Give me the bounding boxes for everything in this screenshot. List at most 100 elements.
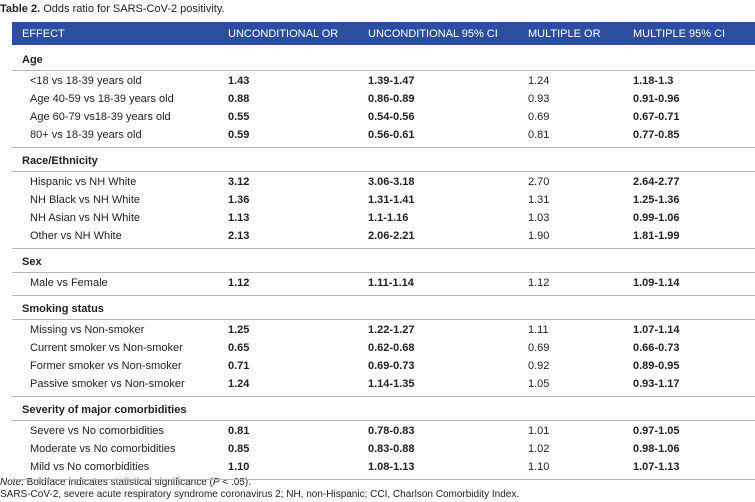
cell: 0.65 xyxy=(228,342,250,354)
caption-label: Table 2. xyxy=(0,3,41,15)
cell: 1.36 xyxy=(228,194,250,206)
cell: 0.71 xyxy=(228,360,250,372)
cell: 2.70 xyxy=(528,176,550,188)
caption-text: Odds ratio for SARS-CoV-2 positivity. xyxy=(43,3,225,15)
cell: 1.25 xyxy=(228,324,250,336)
cell: 0.77-0.85 xyxy=(633,129,680,141)
cell: 1.31-1.41 xyxy=(368,194,415,206)
cell: 0.59 xyxy=(228,129,250,141)
cell: 1.39-1.47 xyxy=(368,75,415,87)
section-title: Sex xyxy=(22,256,42,268)
note-part: : Boldface indicates statistical signifi… xyxy=(21,477,213,488)
note-part: Note xyxy=(0,477,22,488)
header-bar xyxy=(12,22,755,45)
row-label: Age 40-59 vs 18-39 years old xyxy=(30,93,174,105)
abbreviations: SARS-CoV-2, severe acute respiratory syn… xyxy=(0,489,520,500)
cell: 1.01 xyxy=(528,425,550,437)
cell: 0.62-0.68 xyxy=(368,342,415,354)
cell: 1.18-1.3 xyxy=(633,75,674,87)
column-header: MULTIPLE 95% CI xyxy=(633,28,726,40)
cell: 0.85 xyxy=(228,443,250,455)
row-label: Mild vs No comorbidities xyxy=(30,461,150,473)
cell: 0.55 xyxy=(228,111,250,123)
cell: 1.05 xyxy=(528,378,550,390)
cell: 1.14-1.35 xyxy=(368,378,415,390)
cell: 0.78-0.83 xyxy=(368,425,415,437)
cell: 1.12 xyxy=(228,277,250,289)
cell: 1.07-1.14 xyxy=(633,324,680,336)
cell: 0.69 xyxy=(528,111,550,123)
column-header: UNCONDITIONAL 95% CI xyxy=(368,28,498,40)
cell: 1.25-1.36 xyxy=(633,194,680,206)
row-rule xyxy=(12,70,755,71)
cell: 0.69-0.73 xyxy=(368,360,415,372)
cell: 0.66-0.73 xyxy=(633,342,680,354)
cell: 1.11-1.14 xyxy=(368,277,414,289)
cell: 1.22-1.27 xyxy=(368,324,415,336)
row-label: Passive smoker vs Non-smoker xyxy=(30,378,185,390)
note-part: < .05). xyxy=(219,477,251,488)
cell: 1.12 xyxy=(528,277,550,289)
cell: 0.93-1.17 xyxy=(633,378,680,390)
cell: 0.81 xyxy=(528,129,550,141)
cell: 0.99-1.06 xyxy=(633,212,680,224)
cell: 0.56-0.61 xyxy=(368,129,415,141)
cell: 0.81 xyxy=(228,425,250,437)
cell: 0.93 xyxy=(528,93,550,105)
cell: 2.13 xyxy=(228,230,250,242)
row-label: Age 60-79 vs18-39 years old xyxy=(30,111,171,123)
column-header: UNCONDITIONAL OR xyxy=(228,28,339,40)
row-label: Severe vs No comorbidities xyxy=(30,425,164,437)
cell: 0.69 xyxy=(528,342,550,354)
cell: 0.88 xyxy=(228,93,250,105)
caption: Table 2. Odds ratio for SARS-CoV-2 posit… xyxy=(0,2,225,16)
cell: 2.64-2.77 xyxy=(633,176,680,188)
cell: 1.11 xyxy=(528,324,549,336)
cell: 0.97-1.05 xyxy=(633,425,680,437)
section-rule xyxy=(12,248,755,249)
row-rule xyxy=(12,272,755,273)
cell: 1.1-1.16 xyxy=(368,212,409,224)
section-title: Smoking status xyxy=(22,303,104,315)
cell: 0.98-1.06 xyxy=(633,443,680,455)
cell: 0.67-0.71 xyxy=(633,111,680,123)
cell: 0.91-0.96 xyxy=(633,93,680,105)
column-header: MULTIPLE OR xyxy=(528,28,601,40)
row-label: NH Black vs NH White xyxy=(30,194,141,206)
cell: 3.06-3.18 xyxy=(368,176,415,188)
cell: 1.10 xyxy=(228,461,250,473)
cell: 0.54-0.56 xyxy=(368,111,415,123)
section-title: Race/Ethnicity xyxy=(22,155,98,167)
row-label: <18 vs 18-39 years old xyxy=(30,75,142,87)
row-label: Hispanic vs NH White xyxy=(30,176,137,188)
cell: 0.83-0.88 xyxy=(368,443,415,455)
cell: 1.90 xyxy=(528,230,550,242)
cell: 0.92 xyxy=(528,360,550,372)
cell: 1.07-1.13 xyxy=(633,461,680,473)
cell: 2.06-2.21 xyxy=(368,230,415,242)
column-header: EFFECT xyxy=(22,28,65,40)
cell: 1.13 xyxy=(228,212,250,224)
section-title: Age xyxy=(22,54,43,66)
cell: 1.81-1.99 xyxy=(633,230,680,242)
row-label: NH Asian vs NH White xyxy=(30,212,141,224)
row-rule xyxy=(12,420,755,421)
cell: 1.10 xyxy=(528,461,550,473)
cell: 1.03 xyxy=(528,212,550,224)
row-label: Moderate vs No comorbidities xyxy=(30,443,176,455)
row-label: Missing vs Non-smoker xyxy=(30,324,145,336)
cell: 0.86-0.89 xyxy=(368,93,415,105)
cell: 1.08-1.13 xyxy=(368,461,415,473)
section-rule xyxy=(12,396,755,397)
section-title: Severity of major comorbidities xyxy=(22,404,187,416)
row-label: Former smoker vs Non-smoker xyxy=(30,360,182,372)
section-rule xyxy=(12,479,755,480)
cell: 3.12 xyxy=(228,176,250,188)
row-rule xyxy=(12,319,755,320)
row-rule xyxy=(12,171,755,172)
section-rule xyxy=(12,295,755,296)
cell: 1.02 xyxy=(528,443,550,455)
cell: 1.31 xyxy=(528,194,550,206)
row-label: Male vs Female xyxy=(30,277,108,289)
